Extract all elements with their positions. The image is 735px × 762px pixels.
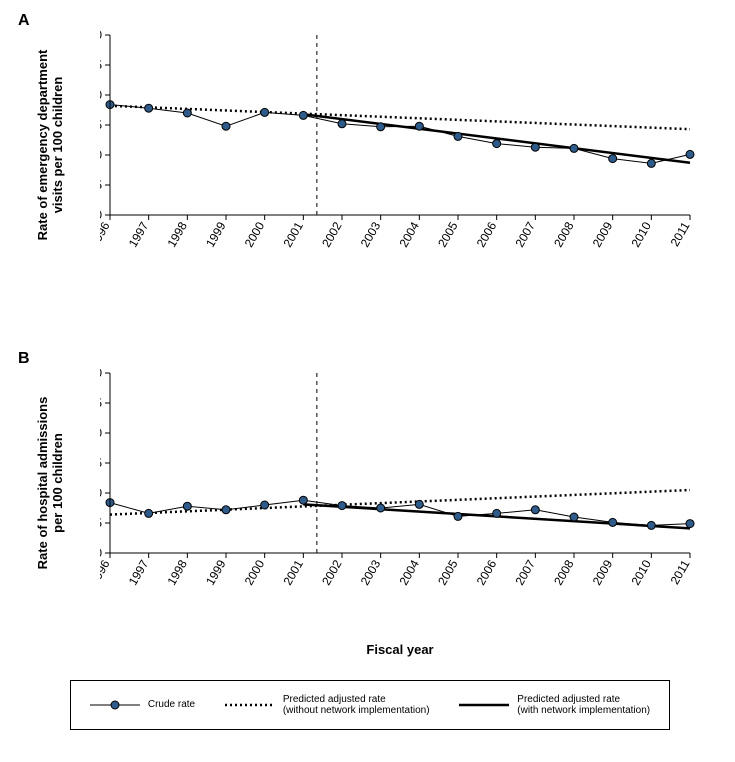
svg-text:20: 20 [100,88,102,102]
legend-item-predicted-without: Predicted adjusted rate(without network … [225,694,430,717]
x-tick-label: 2001 [280,557,306,587]
x-tick-label: 1998 [164,557,190,587]
x-tick-label: 1996 [100,557,113,587]
panel-b-chart: 0510152025301996199719981999200020012002… [100,363,700,623]
legend-swatch-predicted-with [459,698,509,712]
x-tick-label: 2005 [435,219,461,249]
x-tick-label: 2009 [590,219,616,249]
legend: Crude rate Predicted adjusted rate(witho… [70,680,670,730]
svg-text:10: 10 [100,148,102,162]
legend-swatch-predicted-without [225,698,275,712]
svg-text:5: 5 [100,178,102,192]
x-tick-label: 1997 [126,557,152,587]
x-tick-label: 2011 [668,219,693,249]
svg-text:30: 30 [100,366,102,380]
svg-text:20: 20 [100,426,102,440]
x-tick-label: 2003 [358,557,384,587]
svg-text:5: 5 [100,516,102,530]
x-tick-label: 1999 [203,219,229,249]
legend-label-predicted-without: Predicted adjusted rate(without network … [283,694,430,717]
x-tick-label: 2010 [628,219,654,249]
x-tick-label: 2011 [668,557,693,587]
panel-b-label: B [18,350,30,368]
panel-a-chart: 0510152025301996199719981999200020012002… [100,25,700,285]
x-tick-label: 1999 [203,557,229,587]
x-tick-label: 2004 [396,557,422,587]
panel-a-y-title: Rate of emergency departmentvisits per 1… [35,35,65,255]
legend-swatch-crude [90,698,140,712]
svg-text:30: 30 [100,28,102,42]
svg-text:15: 15 [100,456,102,470]
x-tick-label: 2009 [590,557,616,587]
panel-a-label: A [18,12,30,30]
x-tick-label: 2008 [551,219,577,249]
figure-page: A Rate of emergency departmentvisits per… [0,0,735,762]
x-tick-label: 2001 [280,219,306,249]
x-tick-label: 2007 [512,219,538,249]
x-tick-label: 2000 [242,557,268,587]
x-tick-label: 2007 [512,557,538,587]
x-tick-label: 2006 [474,219,500,249]
x-tick-label: 2003 [358,219,384,249]
svg-text:25: 25 [100,396,102,410]
svg-text:25: 25 [100,58,102,72]
legend-label-crude: Crude rate [148,699,195,711]
x-tick-label: 2000 [242,219,268,249]
x-tick-label: 2008 [551,557,577,587]
x-tick-label: 2002 [319,557,345,587]
svg-text:15: 15 [100,118,102,132]
svg-text:10: 10 [100,486,102,500]
x-tick-label: 2005 [435,557,461,587]
x-tick-label: 2010 [628,557,654,587]
x-tick-label: 2004 [396,219,422,249]
x-tick-label: 2002 [319,219,345,249]
x-axis-title: Fiscal year [100,642,700,657]
x-tick-label: 2006 [474,557,500,587]
x-tick-label: 1997 [126,219,152,249]
x-tick-label: 1996 [100,219,113,249]
x-tick-label: 1998 [164,219,190,249]
legend-item-crude: Crude rate [90,698,195,712]
legend-item-predicted-with: Predicted adjusted rate(with network imp… [459,694,650,717]
panel-b-y-title: Rate of hospital admissionsper 100 child… [35,373,65,593]
legend-label-predicted-with: Predicted adjusted rate(with network imp… [517,694,650,717]
